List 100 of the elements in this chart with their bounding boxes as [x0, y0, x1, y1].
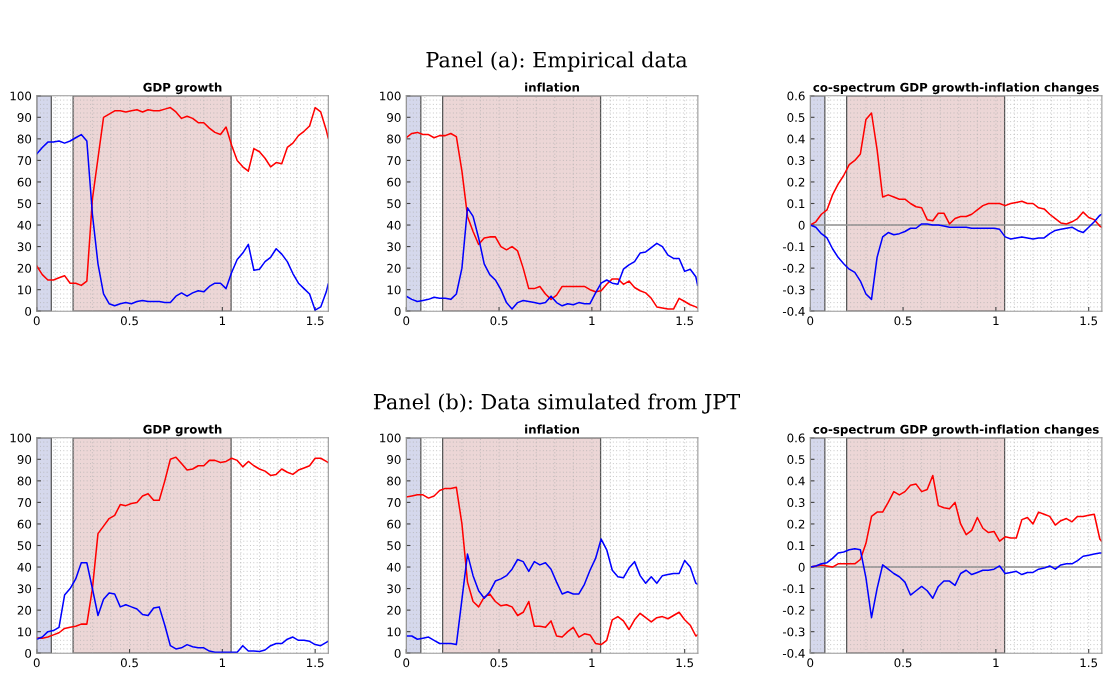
y-tick-label: 70 — [17, 498, 32, 508]
y-tick-label: 0.2 — [787, 519, 805, 529]
y-tick-label: 60 — [17, 177, 32, 187]
chart-title: inflation — [525, 82, 580, 92]
y-tick-label: 40 — [17, 220, 32, 230]
x-tick-label: 0 — [403, 316, 410, 326]
y-tick-label: 50 — [387, 541, 401, 551]
line-series — [36, 106, 329, 287]
y-tick-label: 0.6 — [787, 91, 805, 101]
y-tick-label: 0.5 — [787, 113, 805, 122]
line-series — [810, 112, 1102, 228]
y-tick-label: -0.3 — [782, 285, 805, 295]
y-tick-label: 30 — [17, 584, 32, 594]
line-series — [810, 547, 1102, 619]
y-tick-label: 80 — [387, 134, 401, 144]
y-tick-label: 0.1 — [787, 199, 805, 209]
y-tick-label: 30 — [17, 242, 32, 252]
x-tick-label: 1.5 — [676, 316, 694, 326]
y-tick-label: 10 — [387, 627, 401, 637]
y-tick-label: 0 — [798, 562, 805, 572]
y-tick-label: 30 — [387, 584, 401, 594]
x-tick-label: 1 — [589, 658, 595, 668]
y-tick-label: 90 — [17, 113, 32, 122]
y-tick-label: 0 — [25, 306, 32, 316]
x-tick-label: 0.5 — [490, 658, 508, 668]
y-tick-label: 100 — [10, 433, 32, 443]
x-tick-label: 1 — [993, 658, 999, 668]
y-tick-label: 0 — [798, 220, 805, 230]
y-tick-label: 30 — [387, 242, 401, 252]
y-tick-label: 0 — [394, 306, 401, 316]
y-tick-label: 0.3 — [787, 156, 805, 166]
x-tick-label: 0 — [807, 658, 814, 668]
y-tick-label: 100 — [380, 91, 401, 101]
y-tick-label: 50 — [387, 199, 401, 209]
y-tick-label: -0.4 — [782, 648, 805, 658]
y-tick-label: 70 — [387, 498, 401, 508]
y-tick-label: 50 — [17, 541, 32, 551]
y-tick-label: 0.3 — [787, 498, 805, 508]
x-tick-label: 0.5 — [490, 316, 508, 326]
y-tick-label: 80 — [387, 476, 401, 486]
text: Panel (a): Empirical data — [426, 51, 688, 72]
y-tick-label: 50 — [17, 199, 32, 209]
chart-title: co-spectrum GDP growth-inflation changes — [813, 82, 1099, 95]
chart-title: co-spectrum GDP growth-inflation changes — [813, 424, 1099, 437]
text: Panel (b): Data simulated from JPT — [373, 393, 741, 414]
y-tick-label: 80 — [17, 476, 32, 486]
y-tick-label: 0.6 — [787, 433, 805, 443]
y-tick-label: 90 — [387, 113, 401, 122]
y-tick-label: 70 — [17, 156, 32, 166]
y-tick-label: 10 — [387, 285, 401, 295]
line-series — [810, 213, 1102, 301]
y-tick-label: 90 — [387, 455, 401, 464]
y-tick-label: 0.2 — [787, 177, 805, 187]
y-tick-label: -0.3 — [782, 627, 805, 637]
x-tick-label: 0 — [403, 658, 410, 668]
chart-title: inflation — [525, 424, 580, 434]
line-series — [406, 486, 698, 646]
y-tick-label: 60 — [387, 177, 401, 187]
y-tick-label: 20 — [387, 263, 401, 273]
y-tick-label: 20 — [17, 605, 32, 615]
y-tick-label: 0.5 — [787, 455, 805, 464]
x-tick-label: 0.5 — [120, 658, 138, 668]
x-tick-label: 1.5 — [1080, 658, 1098, 668]
y-tick-label: 0 — [25, 648, 32, 658]
y-tick-label: 10 — [18, 627, 32, 637]
x-tick-label: 0.5 — [120, 316, 138, 326]
y-tick-label: -0.1 — [782, 242, 805, 252]
y-tick-label: -0.1 — [782, 584, 805, 594]
x-tick-label: 1.5 — [307, 658, 324, 668]
y-tick-label: 0 — [394, 648, 401, 658]
y-tick-label: 40 — [386, 562, 401, 572]
y-tick-label: 10 — [18, 285, 32, 295]
x-tick-label: 1.5 — [1080, 316, 1098, 326]
y-tick-label: 0.1 — [787, 541, 805, 551]
chart-title: GDP growth — [143, 82, 222, 95]
x-tick-label: 1.5 — [307, 316, 324, 326]
x-tick-label: 0 — [33, 658, 40, 668]
y-tick-label: 40 — [386, 220, 401, 230]
y-tick-label: -0.4 — [782, 306, 805, 316]
y-tick-label: 20 — [387, 605, 401, 615]
x-tick-label: 1 — [993, 316, 999, 326]
x-tick-label: 0 — [33, 316, 40, 326]
y-tick-label: 60 — [17, 519, 32, 529]
y-tick-label: 0.4 — [787, 476, 805, 486]
y-tick-label: 0.4 — [787, 134, 805, 144]
y-tick-label: 80 — [17, 134, 32, 144]
y-tick-label: -0.2 — [782, 605, 805, 615]
y-tick-label: 90 — [17, 455, 32, 464]
y-tick-label: -0.2 — [782, 263, 805, 273]
x-tick-label: 1 — [589, 316, 595, 326]
line-series — [36, 456, 329, 639]
x-tick-label: 1 — [219, 658, 226, 668]
y-tick-label: 60 — [387, 519, 401, 529]
y-tick-label: 100 — [10, 91, 32, 101]
x-tick-label: 1.5 — [676, 658, 694, 668]
x-tick-label: 0.5 — [894, 316, 912, 326]
y-tick-label: 20 — [17, 263, 32, 273]
y-tick-label: 40 — [17, 562, 32, 572]
x-tick-label: 1 — [219, 316, 226, 326]
x-tick-label: 0 — [807, 316, 814, 326]
